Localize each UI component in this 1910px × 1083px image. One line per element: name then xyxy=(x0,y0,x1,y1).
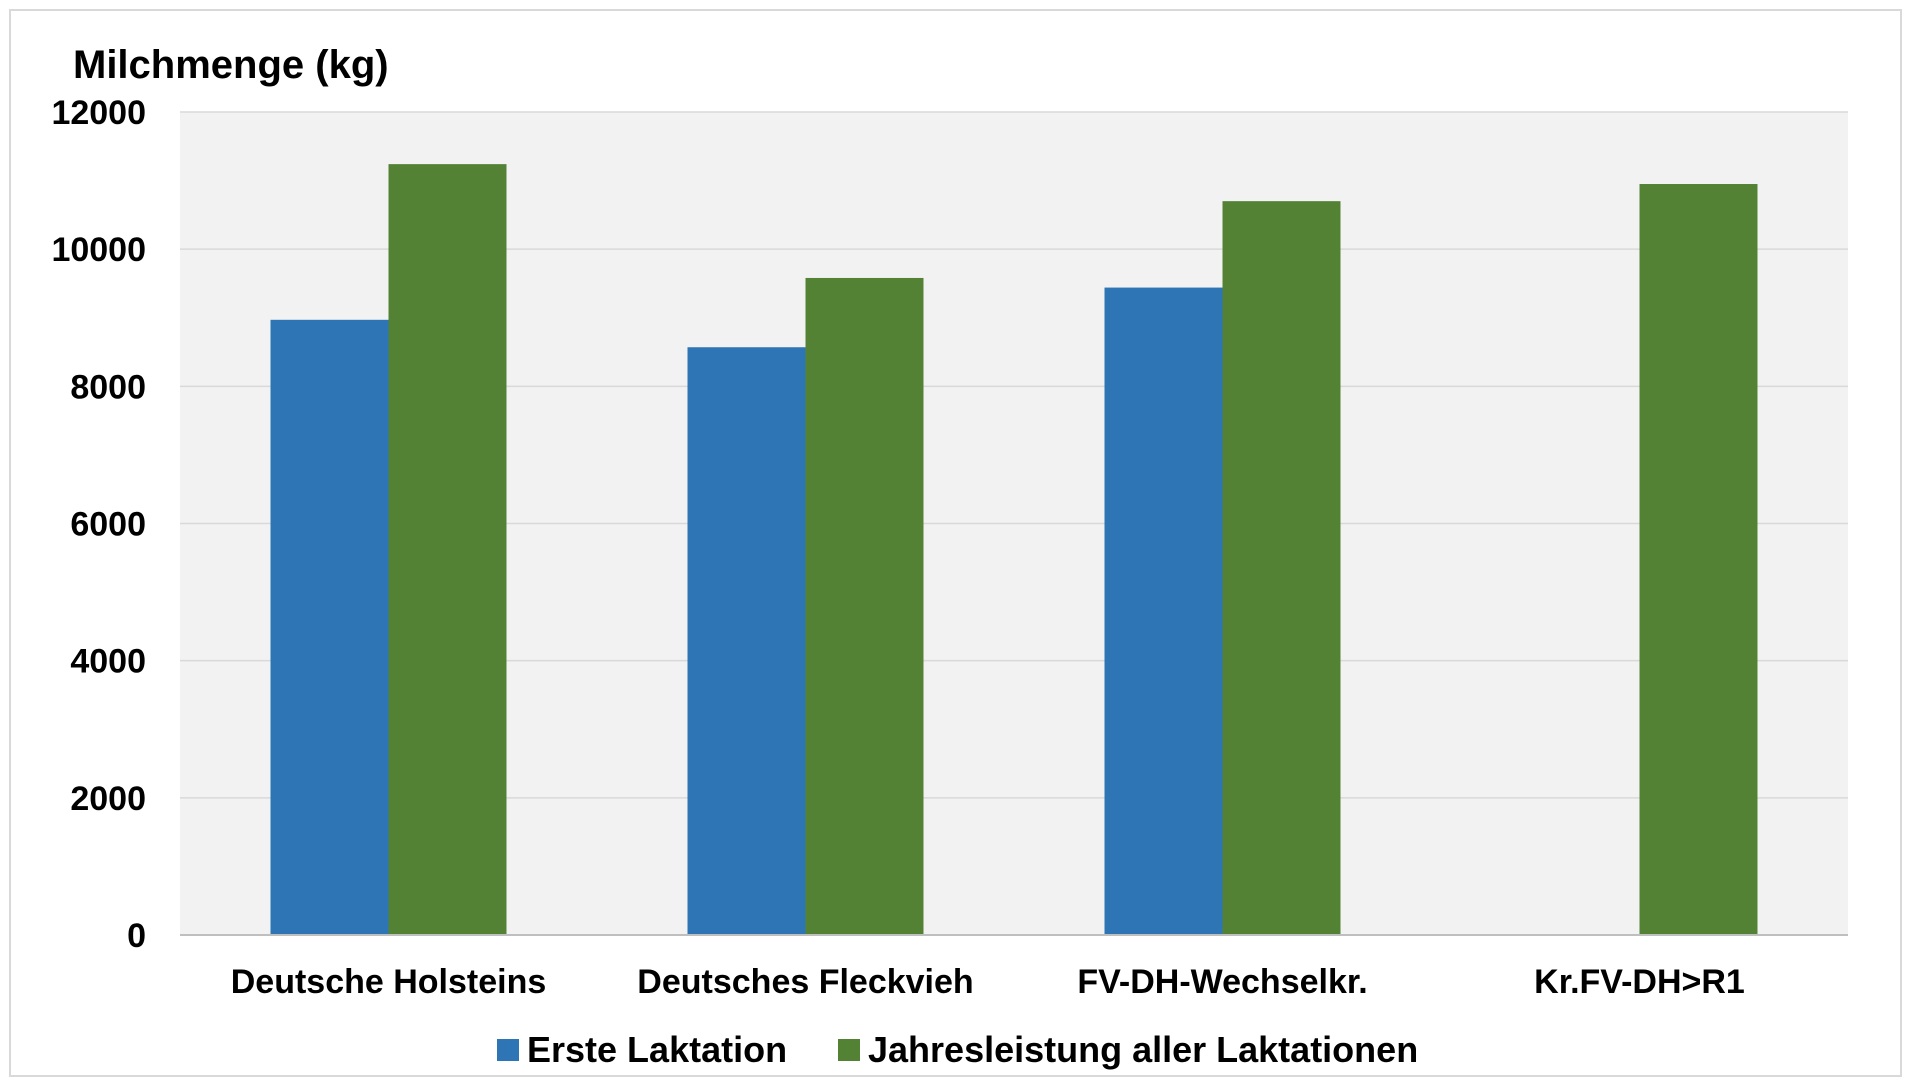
legend-swatch xyxy=(497,1039,519,1061)
bar-jahresleistung xyxy=(1639,184,1758,935)
x-category-label: Kr.FV-DH>R1 xyxy=(1534,963,1745,1001)
legend-swatch xyxy=(838,1039,860,1061)
y-tick-label: 0 xyxy=(127,917,146,955)
bar-jahresleistung xyxy=(1222,201,1341,936)
x-category-label: Deutsches Fleckvieh xyxy=(637,963,973,1001)
y-tick-label: 6000 xyxy=(70,506,146,544)
bar-erste-laktation xyxy=(270,319,389,935)
x-category-label: FV-DH-Wechselkr. xyxy=(1077,963,1367,1001)
bar-erste-laktation xyxy=(687,347,806,935)
y-tick-label: 2000 xyxy=(70,780,146,818)
y-tick-label: 4000 xyxy=(70,643,146,681)
y-tick-label: 12000 xyxy=(51,94,146,132)
y-tick-label: 10000 xyxy=(51,231,146,269)
legend-label: Jahresleistung aller Laktationen xyxy=(868,1029,1418,1070)
x-category-label: Deutsche Holsteins xyxy=(231,963,547,1001)
y-tick-label: 8000 xyxy=(70,368,146,406)
bar-erste-laktation xyxy=(1104,287,1223,935)
legend-label: Erste Laktation xyxy=(527,1029,787,1070)
bar-jahresleistung xyxy=(805,277,924,935)
y-axis-title: Milchmenge (kg) xyxy=(73,43,389,87)
bar-jahresleistung xyxy=(388,164,507,935)
plot-area: 0 2000 4000 6000 8000 10000 12000 Deutsche Hols… xyxy=(51,94,1848,1001)
legend: Erste Laktation Jahresleistung aller Lakt… xyxy=(497,1029,1418,1070)
